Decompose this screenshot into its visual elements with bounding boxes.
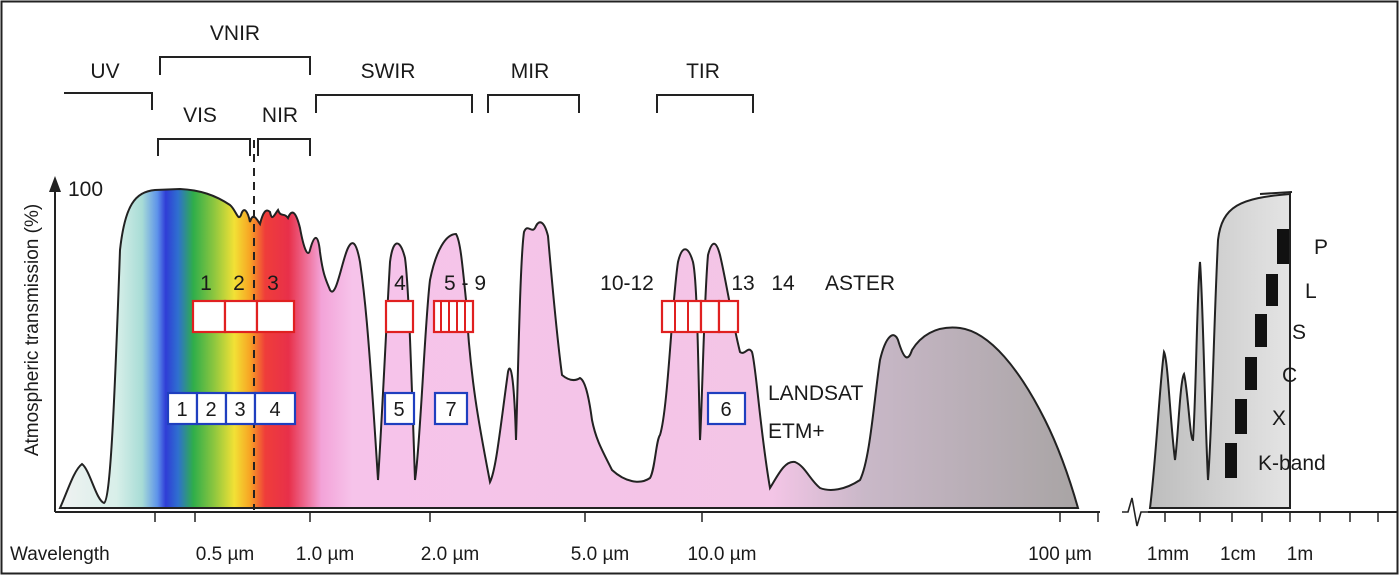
landsat-sensor-label-line1: LANDSAT [768,382,863,405]
region-mir-label: MIR [511,60,550,83]
region-swir-label: SWIR [361,60,416,83]
radar-band-c: C [1282,364,1297,387]
aster-band-label-13: 13 [731,272,754,295]
landsat-band-6: 6 [720,399,731,421]
landsat-band-7: 7 [445,399,456,421]
y-axis-max-label: 100 [68,178,103,201]
aster-band-label-4: 4 [394,272,406,295]
radar-band-s: S [1292,321,1306,344]
x-tick-1.0um: 1.0 µm [296,544,354,565]
x-tick-1cm: 1cm [1220,544,1256,565]
landsat-band-3: 3 [234,399,245,421]
aster-band-subdividers [440,301,689,332]
x-tick-2.0um: 2.0 µm [421,544,479,565]
aster-band-label-14: 14 [771,272,795,295]
landsat-band-boxes [166,391,747,426]
radar-band-l: L [1305,280,1317,303]
region-uv-label: UV [90,60,119,83]
x-axis-lead-label: Wavelength [10,544,110,565]
x-axis-ticks [154,512,1379,522]
microwave-curve-top-tail [1259,191,1293,195]
radar-band-k: K-band [1258,452,1326,475]
region-vis-label: VIS [183,104,217,127]
microwave-transmission-curve [1148,192,1291,509]
y-axis-arrow-icon [49,176,61,192]
aster-band-label-3: 3 [267,272,279,295]
landsat-band-2: 2 [205,399,216,421]
aster-band-label-10-12: 10-12 [600,272,654,295]
y-axis-label: Atmospheric transmission (%) [22,204,43,456]
landsat-band-1: 1 [176,399,187,421]
aster-sensor-label: ASTER [825,272,895,295]
x-tick-0.5um: 0.5 µm [196,544,254,565]
region-brackets [64,56,754,156]
radar-band-p: P [1314,236,1328,259]
transmission-curve [58,187,1080,509]
aster-band-label-5-9: 5 - 9 [444,272,486,295]
x-tick-10.0um: 10.0 µm [687,544,756,565]
x-tick-1mm: 1mm [1147,544,1189,565]
landsat-band-4: 4 [269,399,280,421]
x-tick-100um: 100 µm [1028,544,1092,565]
landsat-sensor-label-line2: ETM+ [768,420,825,443]
radar-band-x: X [1272,407,1286,430]
aster-band-label-1: 1 [200,272,212,295]
radar-band-markers [1225,229,1289,478]
region-tir-label: TIR [686,60,720,83]
region-vnir-label: VNIR [210,22,260,45]
landsat-band-5: 5 [393,399,404,421]
x-tick-1m: 1m [1287,544,1313,565]
x-tick-5.0um: 5.0 µm [571,544,629,565]
aster-band-label-2: 2 [233,272,245,295]
axis-break-icon [1122,497,1148,527]
region-nir-label: NIR [262,104,298,127]
